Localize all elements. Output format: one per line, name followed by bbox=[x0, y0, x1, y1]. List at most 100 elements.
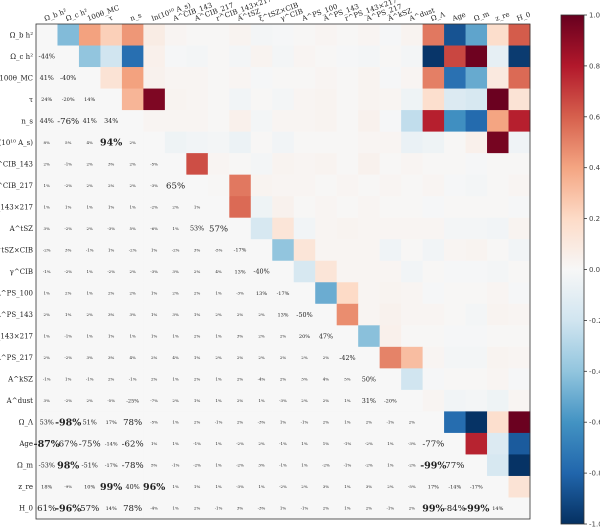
heatmap-cell bbox=[422, 88, 445, 111]
heatmap-cell bbox=[487, 110, 509, 133]
heatmap-cell bbox=[315, 239, 338, 262]
heatmap-cell-blank bbox=[229, 454, 252, 477]
heatmap-cell-blank bbox=[422, 497, 445, 520]
cell-value-label: -51% bbox=[82, 461, 98, 469]
heatmap-cell bbox=[336, 239, 359, 262]
heatmap-cell bbox=[121, 88, 144, 111]
cell-value-label: 3% bbox=[108, 355, 115, 360]
heatmap-cell bbox=[250, 88, 273, 111]
heatmap-cell-blank bbox=[444, 497, 466, 520]
cell-value-label: 2% bbox=[387, 484, 394, 489]
heatmap-cell bbox=[293, 88, 316, 111]
heatmap-cell bbox=[315, 174, 338, 197]
heatmap-cell-blank bbox=[100, 432, 123, 455]
heatmap-cell-blank bbox=[100, 174, 123, 197]
cell-value-label: 2% bbox=[108, 377, 115, 382]
heatmap-cell bbox=[465, 24, 488, 46]
heatmap-cell-blank bbox=[121, 346, 144, 369]
heatmap-cell bbox=[336, 303, 359, 326]
heatmap-cell bbox=[100, 45, 123, 68]
heatmap-cell bbox=[444, 217, 466, 240]
heatmap-cell bbox=[379, 88, 402, 111]
heatmap-cell bbox=[465, 282, 488, 305]
cell-value-label: -17% bbox=[105, 463, 118, 469]
cell-value-label: -3% bbox=[258, 420, 266, 425]
cell-value-label: 41% bbox=[40, 74, 54, 82]
heatmap-cell-blank bbox=[143, 325, 166, 348]
cell-value-label: 47% bbox=[319, 332, 333, 340]
heatmap-cell-blank bbox=[207, 346, 230, 369]
heatmap-cell bbox=[422, 110, 445, 133]
heatmap-cell-blank bbox=[250, 368, 273, 391]
cell-value-label: 2% bbox=[87, 161, 94, 166]
heatmap-cell bbox=[229, 88, 252, 111]
cell-value-label: 3% bbox=[237, 333, 244, 338]
heatmap-cell bbox=[207, 153, 230, 176]
cell-value-label: 2% bbox=[194, 506, 201, 511]
heatmap-cell-blank bbox=[100, 475, 123, 498]
cell-value-label: 3% bbox=[108, 312, 115, 317]
heatmap-cell-blank bbox=[121, 110, 144, 133]
heatmap-cells bbox=[36, 24, 531, 520]
heatmap-cell bbox=[422, 325, 445, 348]
heatmap-cell bbox=[487, 174, 509, 197]
heatmap-cell-blank bbox=[379, 389, 402, 412]
heatmap-cell-blank bbox=[78, 389, 101, 412]
heatmap-cell-blank bbox=[121, 368, 144, 391]
heatmap-cell-blank bbox=[36, 497, 58, 520]
heatmap-cell-blank bbox=[78, 67, 101, 89]
heatmap-cell bbox=[401, 24, 424, 46]
heatmap-cell-blank bbox=[250, 432, 273, 455]
heatmap-cell-blank bbox=[143, 346, 166, 369]
heatmap-cell bbox=[358, 196, 381, 219]
cell-value-label: -2% bbox=[64, 183, 72, 188]
heatmap-cell bbox=[358, 282, 381, 305]
heatmap-cell bbox=[164, 67, 187, 89]
heatmap-cell-blank bbox=[36, 282, 58, 305]
cell-value-label: 2% bbox=[237, 377, 244, 382]
cell-value-label: -17% bbox=[470, 484, 483, 490]
heatmap-cell bbox=[229, 196, 252, 219]
heatmap-cell bbox=[487, 45, 509, 68]
heatmap-cell-blank bbox=[57, 45, 80, 68]
heatmap-cell-blank bbox=[250, 346, 273, 369]
heatmap-cell-blank bbox=[229, 346, 252, 369]
heatmap-cell bbox=[315, 196, 338, 219]
cell-value-label: 2% bbox=[87, 312, 94, 317]
heatmap-cell-blank bbox=[121, 239, 144, 262]
heatmap-cell bbox=[358, 153, 381, 176]
heatmap-cell-blank bbox=[465, 497, 488, 520]
heatmap-cell bbox=[358, 45, 381, 68]
cell-value-label: -1% bbox=[279, 441, 287, 446]
heatmap-cell-blank bbox=[315, 303, 338, 326]
cell-value-label: 2% bbox=[44, 312, 51, 317]
heatmap-cell-blank bbox=[36, 196, 58, 219]
cell-value-label: 1% bbox=[151, 441, 158, 446]
heatmap-cell-blank bbox=[293, 303, 316, 326]
heatmap-cell bbox=[164, 45, 187, 68]
cell-value-label: 1% bbox=[172, 420, 179, 425]
cell-value-label: 8% bbox=[44, 140, 51, 145]
cell-value-label: 2% bbox=[258, 441, 265, 446]
cell-value-label: 2% bbox=[151, 377, 158, 382]
heatmap-cell-blank bbox=[57, 67, 80, 89]
heatmap-cell-blank bbox=[143, 368, 166, 391]
heatmap-cell-blank bbox=[121, 174, 144, 197]
heatmap-cell bbox=[444, 325, 466, 348]
heatmap-cell-blank bbox=[78, 368, 101, 391]
heatmap-cell bbox=[293, 67, 316, 89]
cell-value-label: 1% bbox=[344, 484, 351, 489]
heatmap-cell-blank bbox=[36, 24, 58, 46]
heatmap-cell-blank bbox=[358, 411, 381, 434]
heatmap-cell bbox=[358, 131, 381, 154]
heatmap-cell bbox=[207, 174, 230, 197]
heatmap-cell bbox=[143, 88, 166, 111]
heatmap-cell bbox=[143, 24, 166, 46]
heatmap-cell bbox=[422, 239, 445, 262]
cell-value-label: 1% bbox=[172, 484, 179, 489]
colorbar-tick-label: 0.8 bbox=[589, 62, 600, 70]
heatmap-cell-blank bbox=[272, 260, 295, 283]
cell-value-label: 2% bbox=[409, 420, 416, 425]
cell-value-label: 2% bbox=[301, 355, 308, 360]
cell-value-label: -2% bbox=[365, 441, 373, 446]
